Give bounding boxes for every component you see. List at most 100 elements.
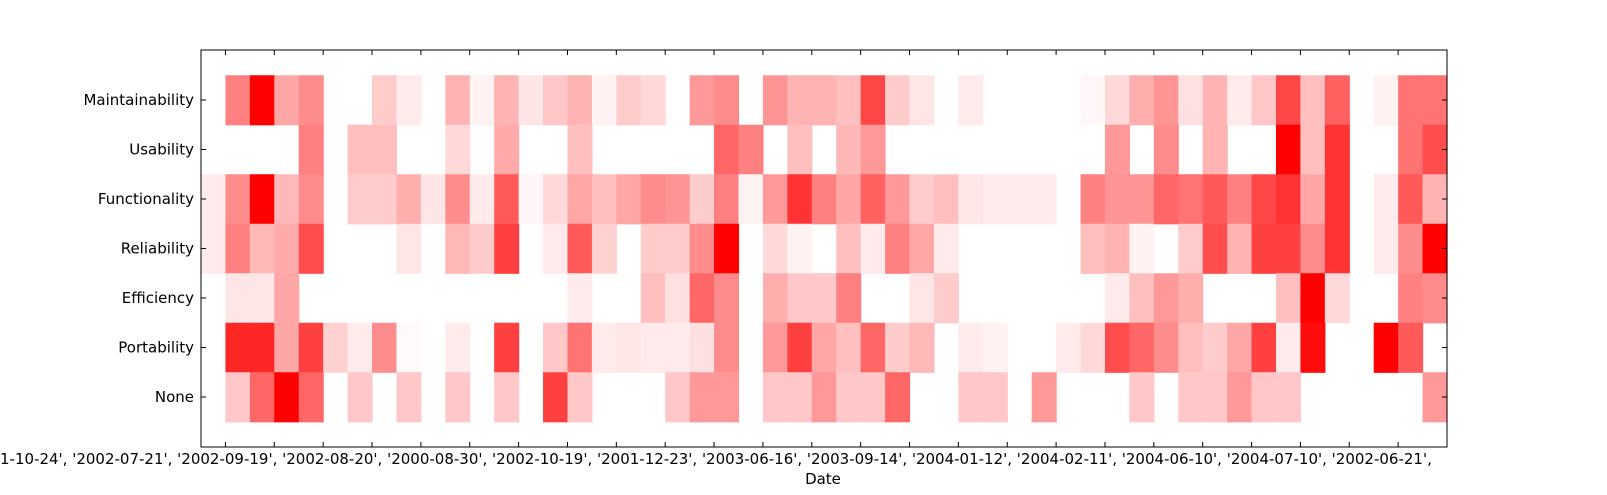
heatmap-cell [860,174,886,225]
heatmap-cell [494,322,520,373]
heatmap-cell [1104,223,1130,274]
heatmap-cell [982,322,1008,373]
heatmap-cell [543,223,569,274]
heatmap-cell [1129,273,1155,324]
heatmap-cell [836,372,862,423]
heatmap-cell [1227,372,1253,423]
heatmap-cell [1153,273,1179,324]
heatmap-cell [689,322,715,373]
heatmap-cell [1251,372,1277,423]
heatmap-cell [762,75,788,126]
heatmap-cell [274,174,300,225]
heatmap-cell [1398,174,1424,225]
heatmap-cell [665,322,691,373]
heatmap-cell [567,174,593,225]
heatmap-cell [885,75,911,126]
heatmap-cell [518,75,544,126]
heatmap-cell [811,372,837,423]
heatmap-cell [347,124,373,175]
heatmap-cell [298,372,324,423]
heatmap-cell [225,75,251,126]
heatmap-cell [1202,174,1228,225]
heatmap-cell [1300,174,1326,225]
heatmap-cell [274,223,300,274]
heatmap-cell [616,322,642,373]
heatmap-cell [518,174,544,225]
heatmap-cell [347,372,373,423]
heatmap-cell [249,174,275,225]
heatmap-cell [1275,273,1302,324]
heatmap-cell [1202,223,1228,274]
heatmap-cell [469,174,495,225]
heatmap-cell [1398,322,1424,373]
heatmap-cell [1202,124,1228,175]
heatmap-cell [640,174,666,225]
heatmap-cell [860,322,886,373]
heatmap-cell [1129,372,1155,423]
heatmap-cell [1275,223,1302,274]
heatmap-cell [787,75,813,126]
heatmap-cell [665,273,691,324]
heatmap-cell [616,75,642,126]
heatmap-cell [274,322,300,373]
heatmap-cell [738,174,764,225]
heatmap-cell [1080,174,1106,225]
heatmap-cell [616,174,642,225]
heatmap-cell [347,322,373,373]
heatmap-cell [298,223,324,274]
heatmap-cell [1080,223,1106,274]
heatmap-cell [347,174,373,225]
heatmap-cell [689,75,715,126]
heatmap-cell [274,273,300,324]
heatmap-cell [958,75,984,126]
heatmap-cell [445,322,471,373]
heatmap-cell [1275,124,1302,175]
heatmap-cell [665,174,691,225]
heatmap-cell [689,223,715,274]
heatmap-cell [933,273,959,324]
heatmap-cell [958,174,984,225]
heatmap-cell [1324,273,1350,324]
heatmap-cell [543,322,569,373]
heatmap-cell [1300,322,1326,373]
heatmap-cell [836,174,862,225]
heatmap-cell [543,75,569,126]
heatmap-cell [1202,322,1228,373]
heatmap-cell [494,174,520,225]
heatmap-cell [1300,223,1326,274]
heatmap-cell [640,75,666,126]
heatmap-cell [762,174,788,225]
heatmap-cell [1373,322,1399,373]
heatmap-cell [738,124,764,175]
heatmap-cell [1300,273,1326,324]
heatmap-cell [1153,174,1179,225]
heatmap-cell [1275,322,1302,373]
heatmap-cell [1324,124,1350,175]
heatmap-cell [543,174,569,225]
heatmap-cell [1324,223,1350,274]
heatmap-cell [445,372,471,423]
heatmap-cell [714,223,740,274]
heatmap-cell [1031,174,1057,225]
heatmap-cell [298,174,324,225]
heatmap-cell [1178,75,1204,126]
heatmap-cell [372,174,398,225]
heatmap-cell [1251,174,1277,225]
heatmap-cell [958,372,984,423]
heatmap-cell [494,372,520,423]
heatmap-cell [836,75,862,126]
heatmap-cell [1227,75,1253,126]
y-tick-label: Usability [129,141,194,159]
heatmap-cells [201,75,1448,423]
y-tick-label: Portability [118,339,194,357]
heatmap-cell [1153,75,1179,126]
heatmap-cell [762,223,788,274]
heatmap-cell [249,322,275,373]
heatmap-cell [1398,223,1424,274]
heatmap-cell [396,223,422,274]
heatmap-cell [714,372,740,423]
heatmap-cell [543,372,569,423]
heatmap-cell [909,75,935,126]
heatmap-cell [1178,322,1204,373]
